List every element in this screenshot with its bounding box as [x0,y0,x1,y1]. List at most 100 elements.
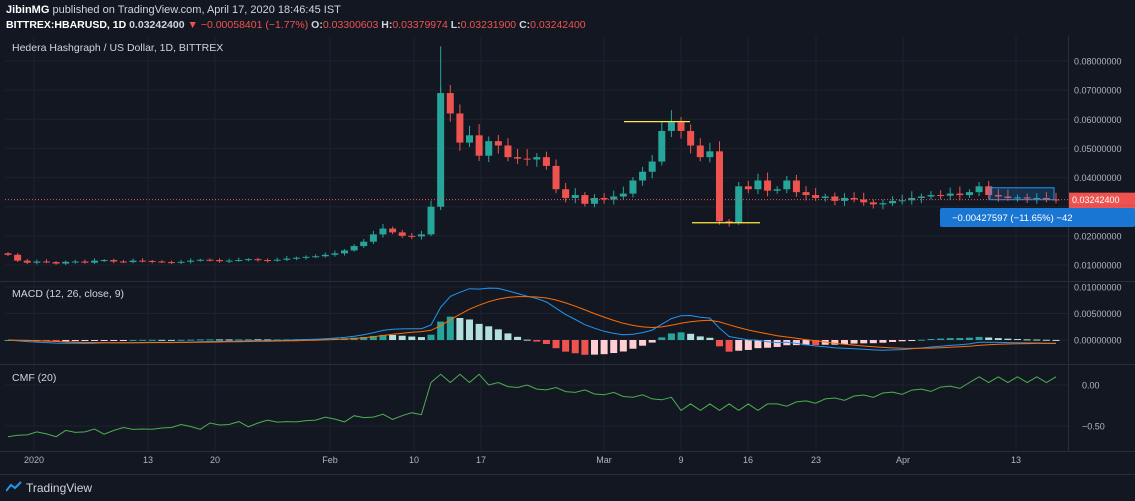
candle-body[interactable] [475,135,483,156]
candle-body[interactable] [302,256,310,258]
candle-body[interactable] [408,235,416,237]
candle-body[interactable] [148,260,156,262]
candle-body[interactable] [23,260,31,263]
candle-body[interactable] [956,193,964,196]
candle-body[interactable] [331,253,339,255]
candle-body[interactable] [773,189,781,191]
candle-body[interactable] [802,192,810,196]
candle-body[interactable] [196,259,204,261]
brand-name[interactable]: TradingView [26,481,93,495]
candle-body[interactable] [696,145,704,158]
candle-body[interactable] [110,260,118,262]
candle-body[interactable] [648,161,656,172]
candle-body[interactable] [715,151,723,222]
candle-body[interactable] [427,206,435,235]
candle-body[interactable] [1042,197,1050,200]
candle-body[interactable] [812,195,820,198]
candle-body[interactable] [889,200,897,204]
candle-body[interactable] [687,130,695,146]
candle-body[interactable] [312,256,320,258]
candle-body[interactable] [831,196,839,201]
candle-body[interactable] [667,122,675,131]
candle-body[interactable] [514,157,522,159]
candle-body[interactable] [946,193,954,196]
candle-body[interactable] [619,193,627,197]
candle-body[interactable] [562,189,570,198]
candle-body[interactable] [321,254,329,257]
candle-body[interactable] [571,195,579,198]
candle-body[interactable] [764,180,772,191]
candle-body[interactable] [417,234,425,237]
candle-body[interactable] [62,261,70,264]
candle-body[interactable] [908,197,916,201]
candle-body[interactable] [821,196,829,198]
candle-body[interactable] [792,180,800,193]
candle-body[interactable] [754,180,762,190]
candle-body[interactable] [1033,197,1041,199]
candle-body[interactable] [292,257,300,259]
candle-body[interactable] [225,260,233,262]
candle-body[interactable] [244,259,252,261]
candle-body[interactable] [264,260,272,262]
candle-body[interactable] [119,261,127,263]
candlestick-series[interactable] [4,46,1069,265]
candle-body[interactable] [456,113,464,143]
candle-body[interactable] [494,141,502,146]
candle-body[interactable] [639,171,647,181]
candle-body[interactable] [783,180,791,190]
candle-body[interactable] [398,232,406,236]
candle-body[interactable] [725,221,733,223]
candle-body[interactable] [52,262,60,264]
candle-body[interactable] [504,145,512,158]
candle-body[interactable] [389,228,397,233]
candle-body[interactable] [1004,196,1012,198]
candle-body[interactable] [590,197,598,204]
candle-body[interactable] [81,261,89,263]
chart-canvas[interactable]: 0.08000000 0.07000000 0.06000000 0.05000000… [0,36,1135,472]
candle-body[interactable] [100,260,108,262]
candle-body[interactable] [167,262,175,264]
candle-body[interactable] [129,260,137,263]
candle-body[interactable] [706,151,714,158]
candle-body[interactable] [965,192,973,196]
candle-body[interactable] [33,261,41,263]
candle-body[interactable] [273,259,281,261]
candle-body[interactable] [1014,197,1022,199]
candle-body[interactable] [850,197,858,200]
candle-body[interactable] [869,202,877,205]
candle-body[interactable] [677,122,685,131]
candle-body[interactable] [379,228,387,235]
candle-body[interactable] [840,197,848,201]
candle-body[interactable] [1023,197,1031,199]
candle-body[interactable] [360,241,368,247]
author-name[interactable]: JibinMG [6,4,50,16]
candle-body[interactable] [139,260,147,262]
candle-body[interactable] [446,93,454,114]
candle-body[interactable] [917,196,925,198]
candle-body[interactable] [735,186,743,223]
candle-body[interactable] [898,200,906,202]
candle-body[interactable] [42,261,50,263]
candle-body[interactable] [533,157,541,160]
candle-body[interactable] [369,234,377,242]
candle-body[interactable] [485,141,493,156]
candle-body[interactable] [14,254,22,261]
candle-body[interactable] [658,130,666,162]
candle-body[interactable] [71,261,79,263]
candle-body[interactable] [610,196,618,200]
cmf-series[interactable] [7,373,1057,438]
candle-body[interactable] [985,186,993,196]
candle-body[interactable] [523,158,531,160]
candle-body[interactable] [927,195,935,197]
candle-body[interactable] [254,259,262,261]
candle-body[interactable] [91,260,99,263]
candle-body[interactable] [994,195,1002,197]
signal-line[interactable] [7,296,1056,349]
macd-series[interactable] [4,287,1060,355]
candle-body[interactable] [937,195,945,197]
candle-body[interactable] [216,260,224,262]
candle-body[interactable] [283,258,291,260]
candle-body[interactable] [158,261,166,263]
cmf-line[interactable] [7,373,1057,438]
candle-body[interactable] [975,186,983,193]
